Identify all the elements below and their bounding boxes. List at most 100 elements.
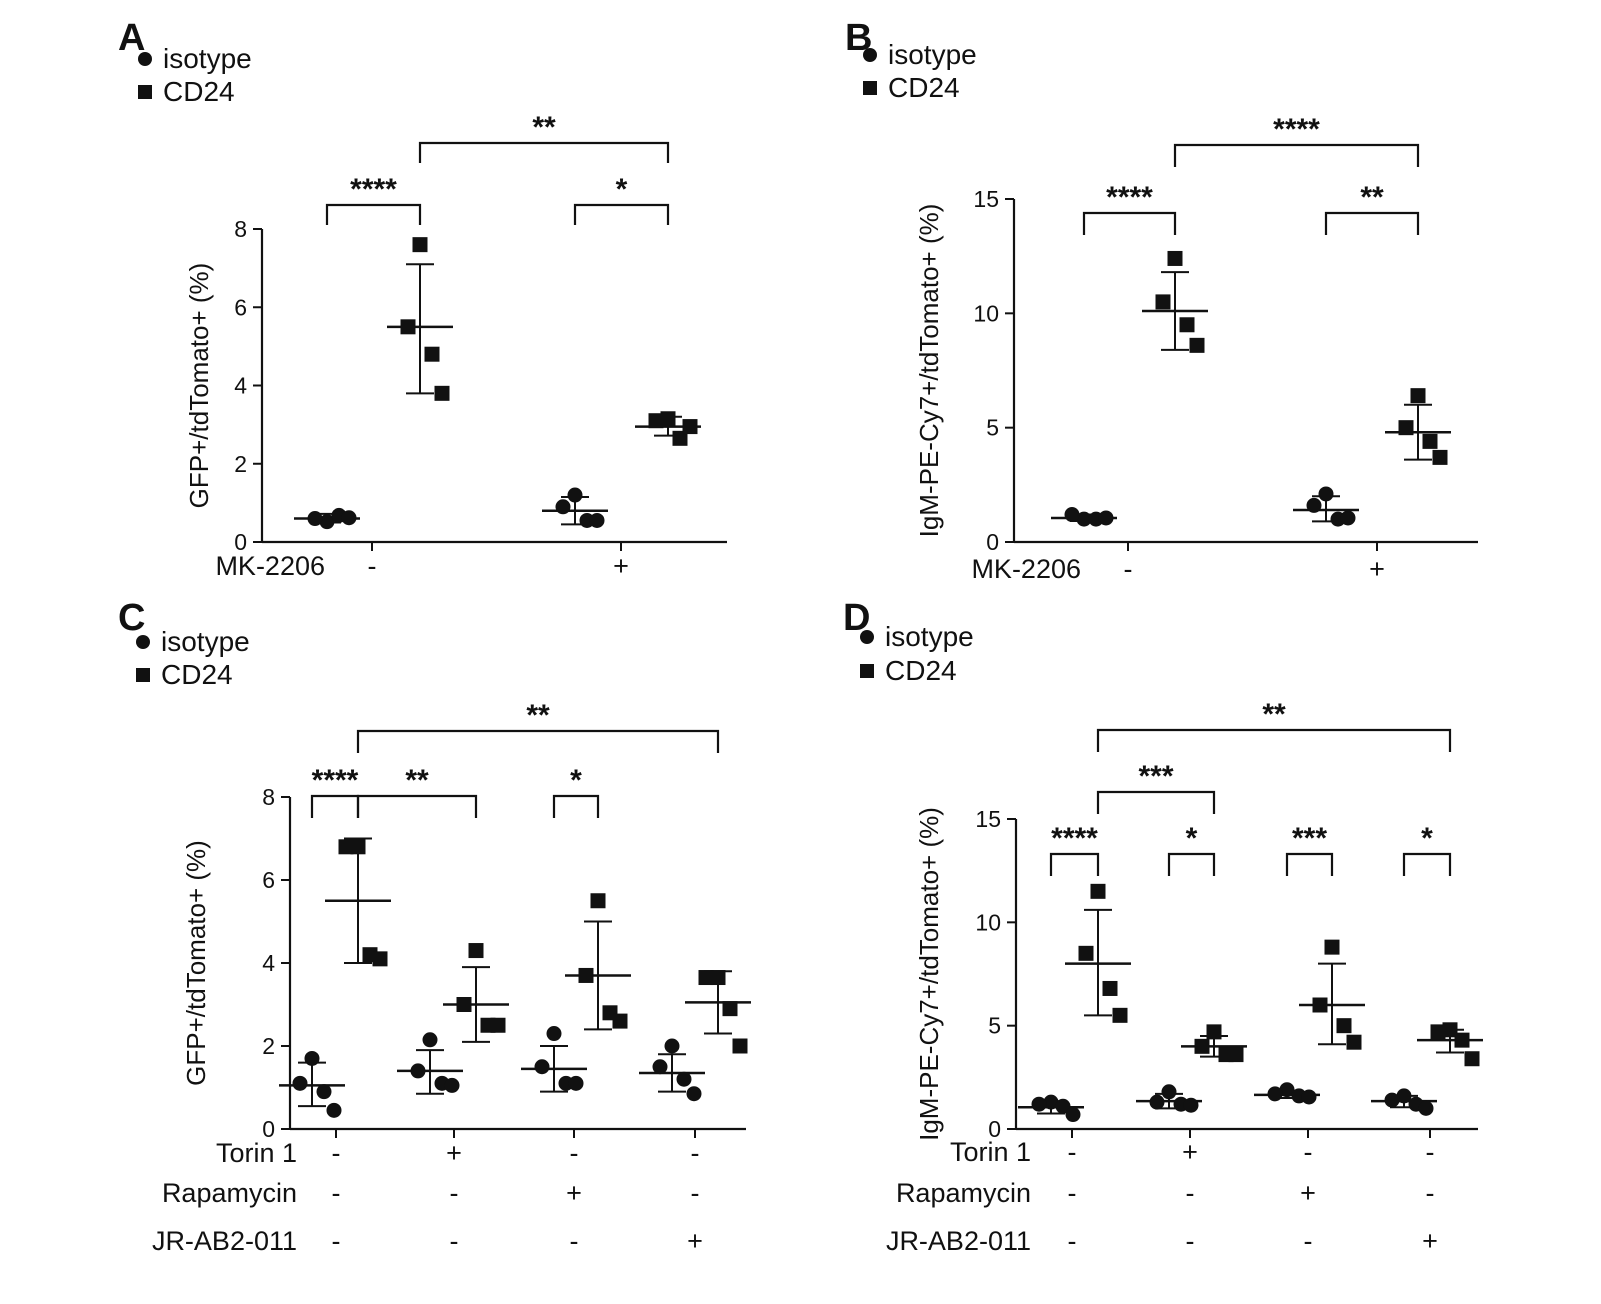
y-tick-label: 5 — [986, 415, 999, 441]
data-point-circle — [1279, 1082, 1295, 1098]
legend-marker-square — [863, 81, 877, 95]
bracket: **** — [1049, 822, 1100, 876]
legend-item-cd24: CD24 — [138, 76, 235, 107]
bracket: * — [1167, 822, 1216, 876]
data-point-circle — [568, 1075, 584, 1091]
data-points — [279, 837, 751, 1118]
group-isotype — [294, 507, 360, 530]
data-point-circle — [1098, 510, 1114, 526]
significance-brackets: **** * *** ****** — [1049, 698, 1452, 876]
group-cd24 — [635, 411, 701, 446]
significance-stars: **** — [1106, 181, 1153, 214]
y-tick-label: 10 — [973, 300, 999, 326]
legend-item-cd24: CD24 — [860, 655, 957, 686]
y-tick-label: 0 — [986, 529, 999, 555]
data-point-circle — [1301, 1089, 1317, 1105]
y-tick-label: 5 — [988, 1013, 1001, 1039]
data-point-circle — [664, 1038, 680, 1054]
data-point-circle — [1064, 507, 1080, 523]
legend-label: CD24 — [888, 72, 960, 103]
data-point-square — [1189, 337, 1205, 353]
legend-marker-square — [138, 85, 152, 99]
condition-value: + — [1422, 1226, 1438, 1256]
data-point-circle — [546, 1026, 562, 1042]
legend-marker-circle — [136, 635, 150, 649]
condition-table: Torin 1 - + - - Rapamycin - - + - JR-AB2-011 - - - + — [886, 1137, 1438, 1256]
condition-value: - — [1124, 554, 1133, 584]
group-isotype — [521, 1026, 587, 1093]
bracket: **** — [325, 173, 422, 225]
condition-label: MK-2206 — [215, 551, 325, 581]
bracket-line — [1049, 852, 1100, 876]
axes: 0 5 10 15 — [973, 186, 1478, 555]
data-point-circle — [1340, 510, 1356, 526]
legend-label: isotype — [888, 39, 977, 70]
bracket: * — [1402, 822, 1452, 876]
condition-value: - — [691, 1178, 700, 1208]
data-point-circle — [534, 1059, 550, 1075]
significance-stars: ** — [532, 111, 556, 144]
condition-label: Torin 1 — [950, 1137, 1031, 1167]
y-tick-label: 6 — [262, 867, 275, 893]
data-point-circle — [1149, 1094, 1165, 1110]
bracket-line — [1285, 852, 1334, 876]
data-point-circle — [1396, 1088, 1412, 1104]
legend-label: CD24 — [885, 655, 957, 686]
data-point-square — [1102, 980, 1118, 996]
axes: 0 2 4 6 8 — [234, 216, 727, 555]
data-points — [1018, 883, 1483, 1123]
data-point-square — [1155, 294, 1171, 310]
bracket-line — [1402, 852, 1452, 876]
group-cd24 — [387, 237, 453, 401]
bracket-line — [1082, 211, 1177, 235]
legend-marker-circle — [138, 52, 152, 66]
panel-letter: A — [118, 17, 145, 59]
condition-value: + — [566, 1178, 582, 1208]
condition-label: MK-2206 — [971, 554, 1081, 584]
data-point-circle — [1306, 497, 1322, 513]
data-point-square — [698, 970, 714, 986]
group-cd24 — [1385, 388, 1451, 465]
condition-value: + — [1182, 1137, 1198, 1167]
bracket-line — [418, 141, 670, 163]
condition-value: - — [1304, 1226, 1313, 1256]
data-point-square — [1194, 1038, 1210, 1054]
group-cd24 — [443, 943, 509, 1043]
bracket: *** — [1285, 822, 1334, 876]
data-point-square — [434, 385, 450, 401]
data-point-circle — [676, 1071, 692, 1087]
condition-value: - — [368, 551, 377, 581]
significance-stars: *** — [1292, 822, 1327, 855]
data-point-square — [338, 839, 354, 855]
y-tick-label: 6 — [234, 294, 247, 320]
data-point-circle — [410, 1063, 426, 1079]
group-cd24 — [1181, 1024, 1247, 1063]
data-point-square — [400, 319, 416, 335]
group-cd24 — [685, 970, 751, 1054]
data-point-circle — [1267, 1086, 1283, 1102]
data-point-circle — [316, 1084, 332, 1100]
axes: 0 2 4 6 8 — [262, 784, 746, 1142]
bracket: ** — [1324, 181, 1420, 235]
bracket-line — [356, 794, 478, 818]
bracket: **** — [310, 764, 360, 818]
legend-item-isotype: isotype — [138, 43, 252, 74]
legend-marker-square — [136, 668, 150, 682]
bracket: ** — [356, 699, 720, 753]
data-point-square — [682, 419, 698, 435]
data-point-square — [1346, 1034, 1362, 1050]
data-point-square — [1430, 1024, 1446, 1040]
group-isotype — [1051, 507, 1117, 527]
data-point-square — [1336, 1018, 1352, 1034]
group-isotype — [1371, 1088, 1437, 1116]
legend-item-isotype: isotype — [860, 621, 974, 652]
condition-value: + — [687, 1226, 703, 1256]
data-point-square — [1112, 1007, 1128, 1023]
significance-stars: * — [1186, 822, 1198, 855]
significance-stars: * — [570, 764, 582, 797]
condition-value: - — [570, 1226, 579, 1256]
data-point-square — [350, 839, 366, 855]
